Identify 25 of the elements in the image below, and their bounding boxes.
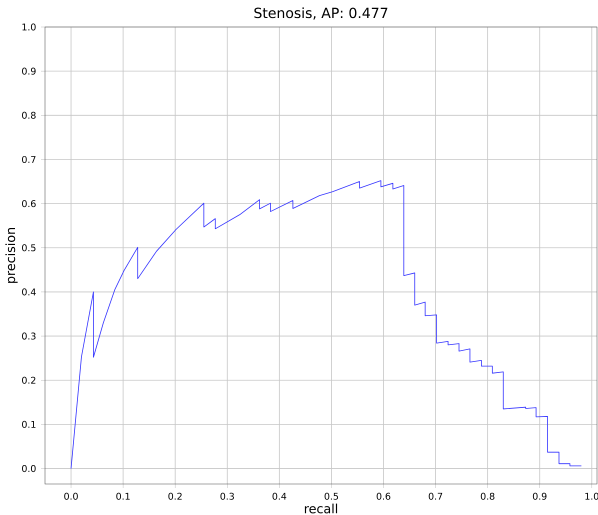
y-tick-label: 0.8: [22, 112, 36, 119]
x-axis-title: recall: [304, 504, 338, 514]
y-tick-label: 1.0: [22, 23, 36, 31]
y-tick-label: 0.6: [22, 200, 36, 208]
x-tick-label: 0.4: [272, 492, 286, 500]
x-tick-label: 0.3: [220, 492, 234, 500]
y-axis-title: precision: [5, 228, 18, 283]
line-series: [70, 180, 582, 469]
y-tick-label: 0.0: [22, 465, 36, 472]
y-tick-label: 0.5: [22, 244, 36, 252]
x-tick-label: 0.1: [116, 492, 130, 500]
x-tick-label: 0.0: [64, 492, 78, 500]
y-tick-label: 0.3: [22, 332, 36, 340]
x-tick-label: 0.8: [480, 492, 494, 500]
x-tick-label: 0.7: [428, 492, 442, 500]
y-tick-label: 0.9: [22, 68, 36, 75]
x-tick-label: 0.9: [532, 492, 546, 500]
y-tick-label: 0.4: [22, 288, 36, 296]
y-tick-label: 0.7: [22, 156, 36, 163]
x-tick-label: 0.2: [168, 492, 182, 500]
chart-title: Stenosis, AP: 0.477: [254, 7, 388, 20]
y-tick-label: 0.1: [22, 420, 36, 428]
y-tick-label: 0.2: [22, 376, 36, 384]
x-tick-label: 0.5: [324, 492, 338, 500]
x-tick-label: 0.6: [376, 492, 390, 500]
